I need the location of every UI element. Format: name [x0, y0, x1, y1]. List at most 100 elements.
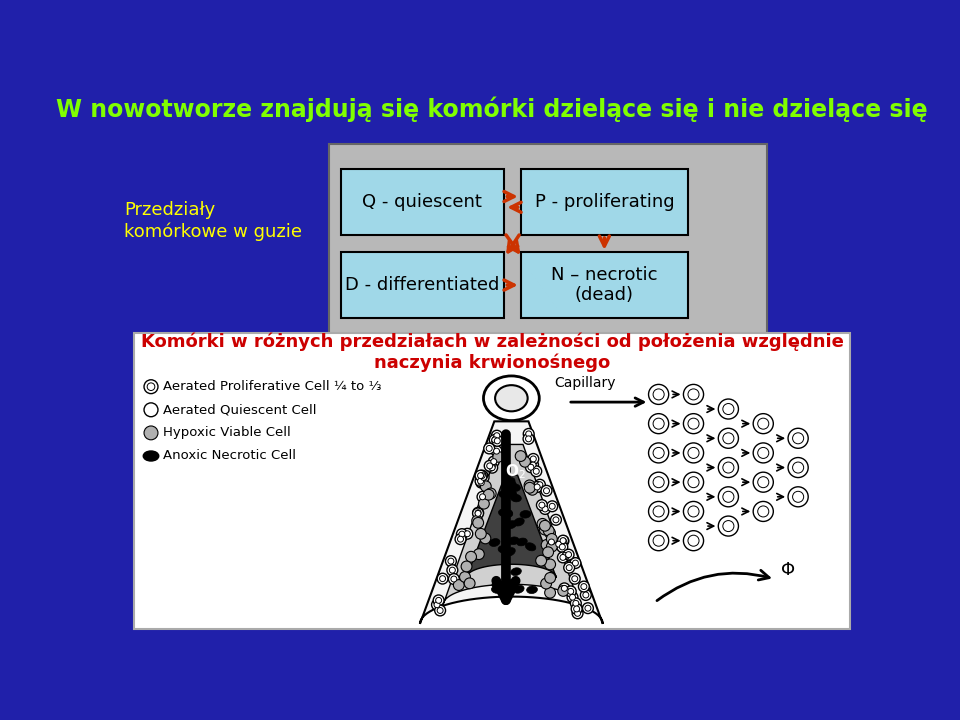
- Circle shape: [723, 491, 733, 503]
- Circle shape: [484, 443, 494, 454]
- Circle shape: [434, 602, 440, 608]
- Ellipse shape: [511, 494, 521, 502]
- Ellipse shape: [498, 546, 509, 553]
- Text: Capillary: Capillary: [554, 376, 615, 390]
- Circle shape: [653, 477, 664, 487]
- Circle shape: [565, 552, 571, 557]
- Circle shape: [460, 572, 470, 582]
- Circle shape: [537, 518, 548, 529]
- Circle shape: [144, 379, 158, 394]
- Circle shape: [459, 531, 465, 537]
- Circle shape: [480, 494, 486, 500]
- Circle shape: [570, 558, 581, 569]
- Circle shape: [524, 482, 535, 493]
- Circle shape: [455, 534, 466, 544]
- Circle shape: [476, 477, 487, 488]
- Circle shape: [435, 605, 445, 616]
- Circle shape: [793, 491, 804, 503]
- Circle shape: [718, 457, 738, 477]
- Circle shape: [471, 516, 483, 526]
- Circle shape: [793, 462, 804, 473]
- Ellipse shape: [514, 585, 524, 593]
- Ellipse shape: [505, 548, 516, 556]
- Circle shape: [477, 472, 484, 479]
- Circle shape: [757, 477, 769, 487]
- Polygon shape: [444, 444, 580, 605]
- Text: P - proliferating: P - proliferating: [535, 193, 674, 211]
- Circle shape: [543, 526, 554, 536]
- Circle shape: [684, 531, 704, 551]
- Circle shape: [540, 503, 550, 514]
- Circle shape: [553, 517, 559, 523]
- Circle shape: [754, 501, 774, 521]
- Circle shape: [523, 428, 534, 439]
- Circle shape: [475, 476, 486, 487]
- Polygon shape: [420, 421, 603, 624]
- Circle shape: [527, 485, 538, 495]
- Circle shape: [484, 461, 495, 472]
- Circle shape: [718, 487, 738, 507]
- Circle shape: [543, 487, 549, 494]
- Circle shape: [688, 477, 699, 487]
- Circle shape: [550, 515, 562, 525]
- Circle shape: [546, 541, 558, 552]
- Ellipse shape: [506, 521, 516, 528]
- Circle shape: [432, 599, 443, 610]
- Circle shape: [540, 521, 550, 531]
- Circle shape: [525, 462, 537, 472]
- Circle shape: [653, 389, 664, 400]
- Circle shape: [562, 552, 568, 559]
- Circle shape: [481, 474, 487, 480]
- Circle shape: [494, 438, 500, 444]
- Circle shape: [466, 552, 476, 562]
- Circle shape: [528, 464, 534, 470]
- Circle shape: [490, 464, 495, 471]
- Circle shape: [489, 456, 499, 467]
- Circle shape: [433, 595, 444, 606]
- Ellipse shape: [505, 477, 515, 486]
- Circle shape: [688, 418, 699, 429]
- Circle shape: [565, 586, 576, 597]
- Circle shape: [477, 478, 484, 484]
- Circle shape: [653, 447, 664, 459]
- Circle shape: [570, 598, 581, 608]
- Circle shape: [557, 541, 567, 552]
- Circle shape: [458, 536, 464, 542]
- Circle shape: [436, 598, 442, 603]
- Circle shape: [537, 482, 542, 487]
- Circle shape: [754, 472, 774, 492]
- Circle shape: [451, 576, 457, 582]
- Circle shape: [478, 480, 484, 486]
- Circle shape: [788, 457, 808, 477]
- Circle shape: [477, 492, 488, 502]
- Circle shape: [564, 549, 574, 560]
- Circle shape: [528, 459, 539, 470]
- Circle shape: [547, 501, 558, 512]
- Ellipse shape: [490, 539, 500, 546]
- Circle shape: [448, 574, 459, 585]
- Circle shape: [548, 539, 555, 545]
- Circle shape: [653, 506, 664, 517]
- Circle shape: [483, 490, 494, 500]
- Ellipse shape: [499, 490, 510, 498]
- Circle shape: [480, 481, 492, 492]
- Circle shape: [492, 436, 503, 446]
- Circle shape: [581, 584, 587, 590]
- Circle shape: [757, 506, 769, 517]
- Circle shape: [572, 608, 583, 618]
- Circle shape: [793, 433, 804, 444]
- Text: Anoxic Necrotic Cell: Anoxic Necrotic Cell: [163, 449, 297, 462]
- Circle shape: [528, 454, 539, 464]
- Ellipse shape: [510, 484, 520, 491]
- Circle shape: [718, 428, 738, 449]
- Ellipse shape: [525, 543, 536, 551]
- Circle shape: [453, 580, 465, 590]
- Text: W nowotworze znajdują się komórki dzielące się i nie dzielące się: W nowotworze znajdują się komórki dzielą…: [57, 96, 927, 122]
- Ellipse shape: [507, 579, 517, 588]
- Text: Aerated Proliferative Cell ¼ to ⅓: Aerated Proliferative Cell ¼ to ⅓: [163, 380, 382, 393]
- Circle shape: [465, 578, 475, 589]
- Bar: [341, 252, 504, 318]
- Circle shape: [540, 524, 550, 535]
- Circle shape: [457, 528, 468, 539]
- Text: N – necrotic
(dead): N – necrotic (dead): [551, 266, 658, 305]
